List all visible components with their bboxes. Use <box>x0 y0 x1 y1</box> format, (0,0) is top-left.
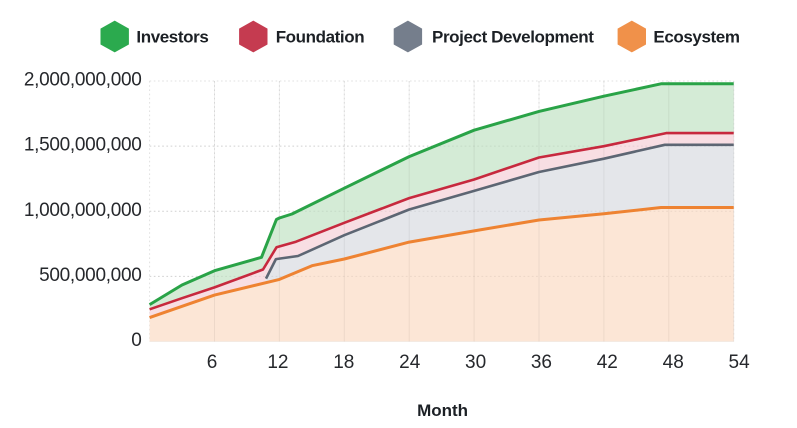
svg-text:12: 12 <box>267 352 288 373</box>
svg-text:Investors: Investors <box>136 28 208 47</box>
svg-text:1,000,000,000: 1,000,000,000 <box>24 200 142 221</box>
svg-text:Project Development: Project Development <box>432 28 594 47</box>
svg-text:Ecosystem: Ecosystem <box>653 28 739 47</box>
svg-text:18: 18 <box>333 352 354 373</box>
svg-text:0: 0 <box>131 330 141 351</box>
svg-text:48: 48 <box>663 352 684 373</box>
svg-text:6: 6 <box>207 352 218 373</box>
svg-text:54: 54 <box>729 352 751 373</box>
svg-text:Month: Month <box>417 401 468 420</box>
svg-text:Foundation: Foundation <box>276 28 365 47</box>
svg-text:2,000,000,000: 2,000,000,000 <box>24 70 142 91</box>
svg-text:30: 30 <box>465 352 486 373</box>
svg-text:36: 36 <box>531 352 552 373</box>
svg-text:24: 24 <box>399 352 421 373</box>
svg-text:500,000,000: 500,000,000 <box>39 265 141 286</box>
svg-text:1,500,000,000: 1,500,000,000 <box>24 135 142 156</box>
svg-text:42: 42 <box>597 352 618 373</box>
